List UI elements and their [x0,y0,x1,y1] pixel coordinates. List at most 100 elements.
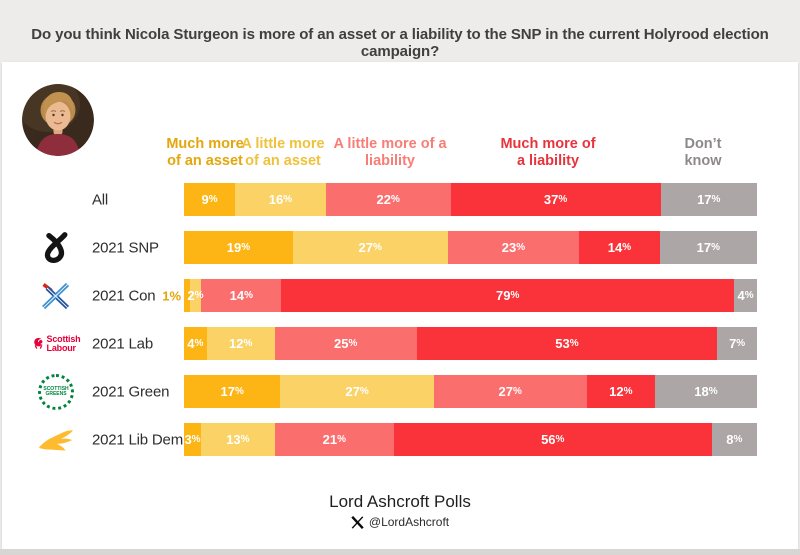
legend-header-line: of an asset [245,153,321,169]
segment-value: 22% [376,192,400,207]
chart-row: 2021 SNP 19% 27% 23% 14% 17% [0,231,800,264]
bar-segment: 27% [292,231,448,264]
segment-value: 21% [322,432,347,447]
legend-header-line: of an asset [167,153,243,169]
segment-value: 37% [543,192,568,207]
legend-header: Much more of an asset [166,136,243,170]
row-label: 2021 SNP [92,239,159,256]
row-label: 2021 Con [92,287,156,304]
stacked-bar: 3% 13% 21% 56% 8% [184,423,757,456]
segment-value: 2% [187,288,204,303]
party-logo-green: SCOTTISH GREENS [24,373,88,410]
legend-header-line: know [684,153,722,169]
bar-segment: 7% [717,327,757,360]
segment-value: 1% [162,288,181,303]
bar-segment: 27% [280,375,434,408]
bar-segment: 12% [206,327,275,360]
bar-segment: 14% [201,279,282,312]
row-label: All [92,191,109,208]
bar-segment: 2% [187,279,204,312]
legend-header: Much more of a liability [500,136,595,170]
labour-logo-text: Labour [46,342,77,353]
legend-header-line: Much more of [500,136,596,152]
stacked-bar: 1% 2% 14% 79% 4% [162,279,757,312]
greens-logo-text: GREENS [45,390,67,397]
bar-segment: 17% [659,231,757,264]
bar-segment: 79% [281,279,735,312]
legend-header-line: a liability [516,153,580,169]
source-handle: @LordAshcroft [368,515,450,529]
legend-header-line: Much more [166,136,244,152]
stacked-bar: 19% 27% 23% 14% 17% [184,231,757,264]
bar-segment: 17% [660,183,757,216]
segment-value: 3% [184,432,201,447]
segment-value: 4% [737,288,754,303]
labour-rose-icon [33,337,43,349]
segment-value: 27% [498,384,522,399]
row-label: 2021 Lib Dem [92,431,183,448]
segment-value: 56% [541,432,565,447]
legend-header: A little more of a liability [333,136,446,170]
stacked-bar: 17% 27% 27% 12% 18% [184,375,757,408]
bar-segment: 27% [433,375,587,408]
bar-segment: 37% [450,183,661,216]
bar-segment: 16% [235,183,326,216]
bar-segment: 1% [162,279,190,312]
segment-value: 13% [226,432,250,447]
chart-row: All 9% 16% 22% 37% 17% [0,183,800,216]
party-logo-snp [24,231,88,264]
segment-value: 7% [729,336,746,351]
bar-segment: 4% [184,327,207,360]
bar-segment: 18% [654,375,757,408]
segment-value: 25% [333,336,358,351]
bar-segment: 22% [325,183,451,216]
chart-row: 2021 Con 1% 2% 14% 79% 4% [0,279,800,312]
bar-segment: 23% [447,231,580,264]
segment-value: 12% [609,384,633,399]
segment-value: 17% [696,240,720,255]
legend-header: A little more of an asset [241,136,324,170]
libdem-bird-logo [38,429,74,450]
segment-value: 14% [229,288,253,303]
legend-header-line: A little more of a [333,136,447,152]
party-logo-lab: Scottish Labour [24,327,88,360]
x-twitter-icon [351,515,364,529]
bar-segment: 4% [734,279,757,312]
snp-logo [44,231,68,263]
segment-value: 8% [726,432,743,447]
nicola-sturgeon-photo [22,84,94,156]
legend-header-line: A little more [241,136,325,152]
segment-value: 9% [201,192,218,207]
chart-row: 2021 Lib Dem 3% 13% 21% 56% 8% [0,423,800,456]
row-label: 2021 Green [92,383,170,400]
legend-header: Don’t know [684,136,721,170]
segment-value: 27% [345,384,369,399]
segment-value: 14% [607,240,632,255]
bar-segment: 19% [184,231,293,264]
segment-value: 17% [220,384,244,399]
bar-segment: 56% [393,423,712,456]
segment-value: 17% [697,192,721,207]
chart-row: Scottish Labour 2021 Lab 4% 12% 25% 53% 7% [0,327,800,360]
source-handle-row: @LordAshcroft [0,515,800,529]
page-title: Do you think Nicola Sturgeon is more of … [31,26,769,60]
segment-value: 53% [555,336,579,351]
bar-segment: 3% [184,423,202,456]
greens-logo-text: SCOTTISH [43,385,69,392]
labour-logo-text: Scottish [46,333,81,344]
party-logo-libdem [24,423,88,456]
portrait-illustration [22,84,94,156]
source-title: Lord Ashcroft Polls [329,492,471,511]
bar-segment: 53% [416,327,718,360]
segment-value: 27% [358,240,382,255]
bar-segment: 25% [274,327,417,360]
scottish-greens-logo: SCOTTISH GREENS [38,373,74,410]
legend-header-line: liability [365,153,415,169]
segment-value: 16% [268,192,293,207]
chart-row: SCOTTISH GREENS 2021 Green 17% 27% 27% 12% 18… [0,373,800,410]
stacked-bar: 9% 16% 22% 37% 17% [184,183,757,216]
segment-value: 79% [496,288,520,303]
segment-value: 19% [226,240,251,255]
stacked-bar: 4% 12% 25% 53% 7% [184,327,757,360]
bar-segment: 12% [586,375,655,408]
